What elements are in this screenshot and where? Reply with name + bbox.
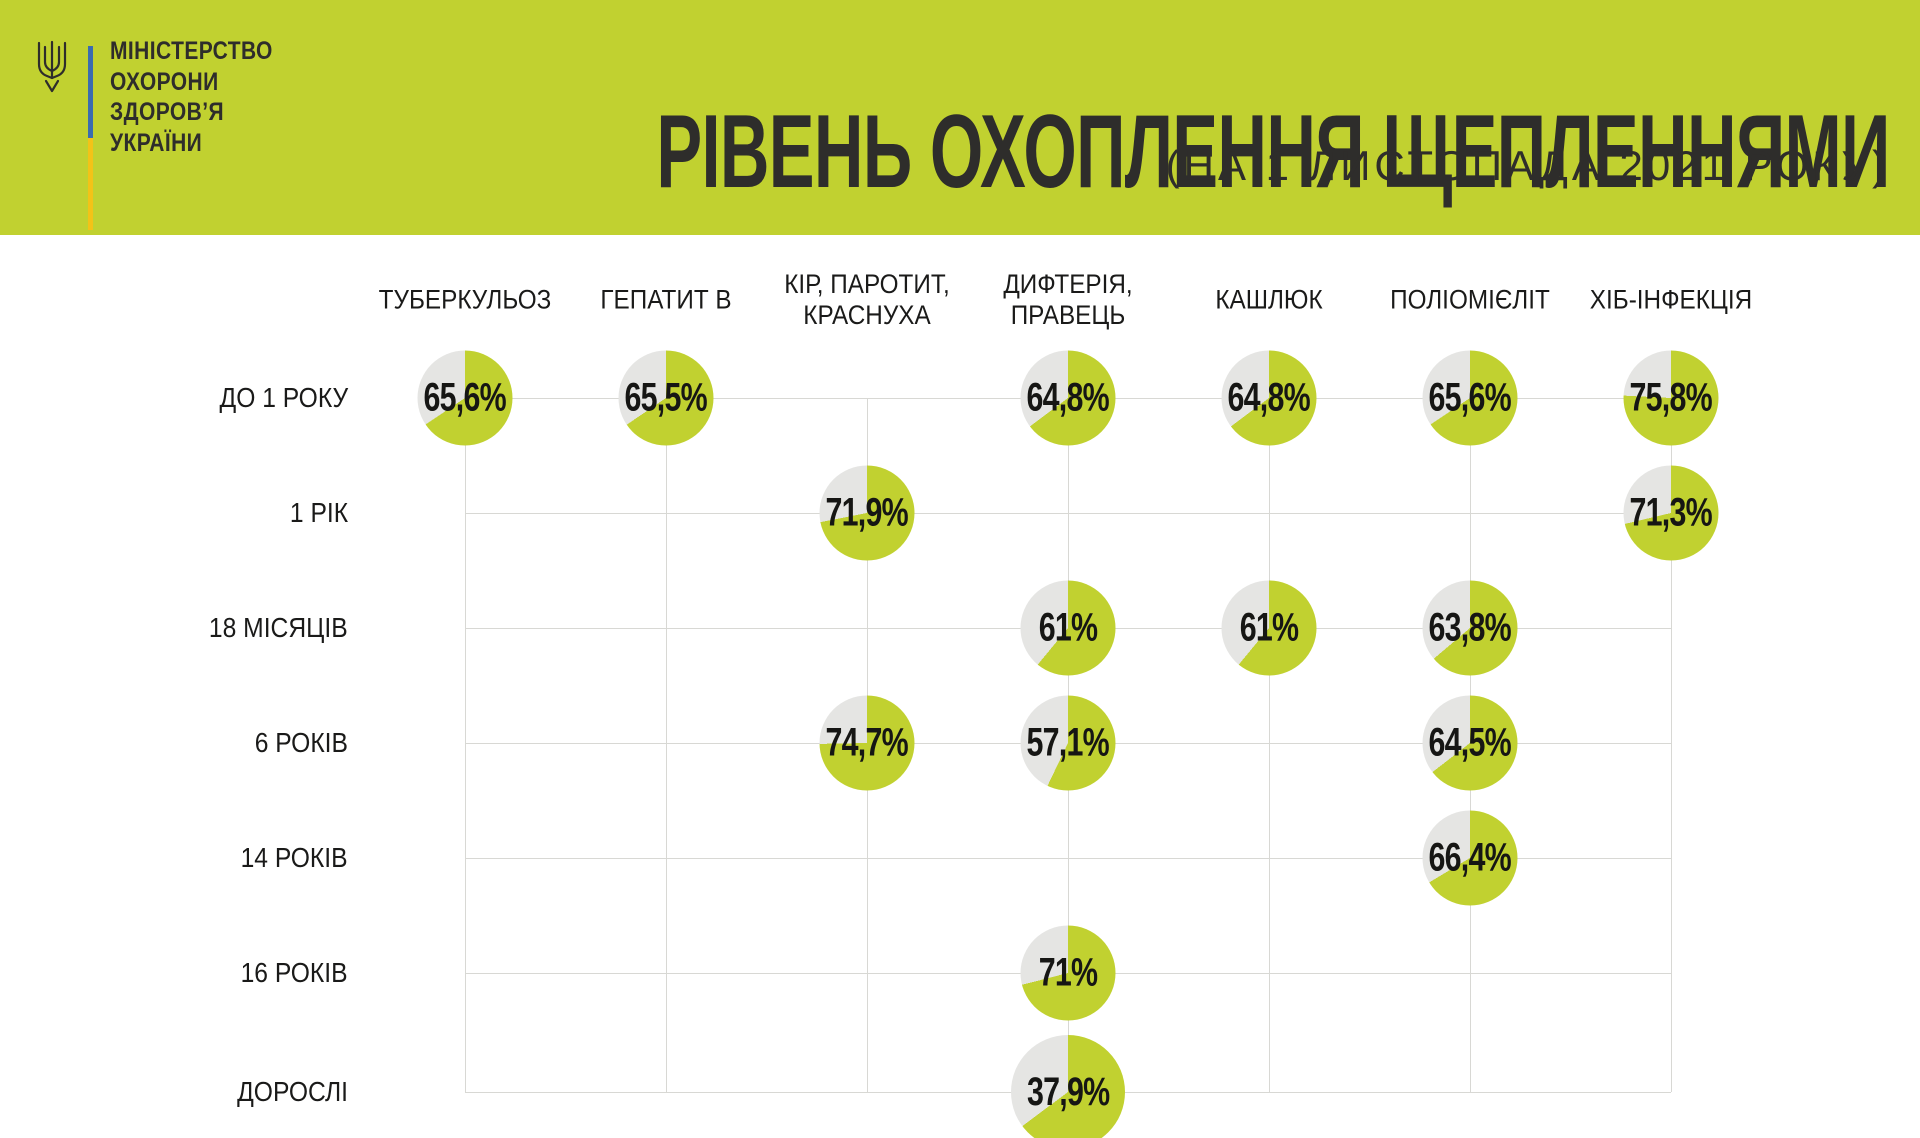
- column-header-4: КАШЛЮК: [1209, 285, 1328, 316]
- row-label-1: 1 РІК: [0, 497, 348, 529]
- pie-2-3: 61%: [1020, 580, 1116, 676]
- pie-value-label: 57,1%: [1026, 720, 1110, 765]
- column-header-text: ПОЛІОМІЄЛІТ: [1390, 285, 1550, 316]
- row-label-4: 14 РОКІВ: [0, 842, 348, 874]
- pie-3-2: 74,7%: [819, 695, 915, 791]
- pie-value-label: 61%: [1239, 605, 1299, 650]
- row-label-0: ДО 1 РОКУ: [0, 382, 348, 414]
- column-header-line: ХІБ-ІНФЕКЦІЯ: [1589, 284, 1753, 315]
- pie-3-5: 64,5%: [1422, 695, 1518, 791]
- pie-1-6: 71,3%: [1623, 465, 1719, 561]
- logo-line-2: ОХОРОНИ: [110, 67, 219, 96]
- row-label-text: 16 РОКІВ: [241, 957, 348, 988]
- column-header-2: КІР, ПАРОТИТ, КРАСНУХА: [775, 269, 959, 331]
- pie-value-label: 75,8%: [1629, 375, 1713, 420]
- column-header-line: ПРАВЕЦЬ: [1010, 300, 1126, 330]
- column-header-line: КІР, ПАРОТИТ,: [784, 269, 950, 299]
- grid-line-vertical-0: [465, 398, 466, 1092]
- column-header-line: ПОЛІОМІЄЛІТ: [1390, 284, 1550, 315]
- row-label-text: ДО 1 РОКУ: [219, 382, 348, 413]
- pie-3-3: 57,1%: [1020, 695, 1116, 791]
- pie-value-label: 65,5%: [624, 375, 708, 420]
- row-label-2: 18 МІСЯЦІВ: [0, 612, 348, 644]
- pie-value-label: 71%: [1038, 950, 1098, 995]
- logo-line-4: УКРАЇНИ: [110, 128, 203, 157]
- pie-1-2: 71,9%: [819, 465, 915, 561]
- grid-line-horizontal-4: [465, 858, 1671, 859]
- pie-6-3: 37,9%: [1011, 1035, 1125, 1138]
- pie-value-label: 71,3%: [1629, 490, 1713, 535]
- pie-value-label: 64,8%: [1227, 375, 1311, 420]
- page-title: РІВЕНЬ ОХОПЛЕННЯ ЩЕПЛЕННЯМИ: [656, 93, 1891, 210]
- column-header-line: ГЕПАТИТ В: [600, 284, 732, 315]
- grid-line-vertical-1: [666, 398, 667, 1092]
- pie-value-label: 37,9%: [1026, 1069, 1110, 1114]
- logo-line-3: ЗДОРОВ’Я: [110, 98, 224, 126]
- pie-0-0: 65,6%: [417, 350, 513, 446]
- ukraine-trident-icon: [37, 40, 67, 93]
- column-header-text: ТУБЕРКУЛЬОЗ: [379, 285, 552, 316]
- row-label-text: 18 МІСЯЦІВ: [209, 612, 348, 643]
- header-banner: МІНІСТЕРСТВО ОХОРОНИ ЗДОРОВ’Я УКРАЇНИ РІ…: [0, 0, 1920, 235]
- pie-value-label: 65,6%: [423, 375, 507, 420]
- row-label-text: 6 РОКІВ: [254, 727, 348, 758]
- flag-bar-blue: [88, 46, 93, 138]
- column-header-5: ПОЛІОМІЄЛІТ: [1381, 285, 1558, 316]
- column-header-6: ХІБ-ІНФЕКЦІЯ: [1581, 285, 1761, 316]
- column-header-line: КРАСНУХА: [803, 300, 931, 330]
- flag-bar-yellow: [88, 138, 93, 230]
- grid-line-vertical-4: [1269, 398, 1270, 1092]
- column-header-line: ДИФТЕРІЯ,: [1003, 269, 1133, 299]
- logo-line-1: МІНІСТЕРСТВО: [110, 37, 273, 65]
- pie-5-3: 71%: [1020, 925, 1116, 1021]
- pie-2-5: 63,8%: [1422, 580, 1518, 676]
- pie-2-4: 61%: [1221, 580, 1317, 676]
- column-header-text: ДИФТЕРІЯ, ПРАВЕЦЬ: [1003, 269, 1132, 331]
- pie-0-3: 64,8%: [1020, 350, 1116, 446]
- pie-0-1: 65,5%: [618, 350, 714, 446]
- pie-value-label: 64,8%: [1026, 375, 1110, 420]
- column-header-line: КАШЛЮК: [1215, 284, 1323, 315]
- page-subtitle: (НА 1 ЛИСТОПАДА 2021 РОКУ): [1165, 142, 1890, 189]
- pie-0-5: 65,6%: [1422, 350, 1518, 446]
- pie-value-label: 65,6%: [1428, 375, 1512, 420]
- pie-0-4: 64,8%: [1221, 350, 1317, 446]
- pie-0-6: 75,8%: [1623, 350, 1719, 446]
- column-header-text: КІР, ПАРОТИТ, КРАСНУХА: [784, 269, 949, 331]
- row-label-5: 16 РОКІВ: [0, 957, 348, 989]
- pie-value-label: 74,7%: [825, 720, 909, 765]
- pie-value-label: 66,4%: [1428, 835, 1512, 880]
- column-header-0: ТУБЕРКУЛЬОЗ: [369, 285, 561, 316]
- row-label-6: ДОРОСЛІ: [0, 1076, 348, 1108]
- row-label-text: 14 РОКІВ: [241, 842, 348, 873]
- ministry-logo-text: МІНІСТЕРСТВО ОХОРОНИ ЗДОРОВ’Я УКРАЇНИ: [110, 36, 273, 158]
- grid-line-vertical-6: [1671, 398, 1672, 1092]
- row-label-3: 6 РОКІВ: [0, 727, 348, 759]
- pie-value-label: 71,9%: [825, 490, 909, 535]
- pie-value-label: 64,5%: [1428, 720, 1512, 765]
- row-label-text: 1 РІК: [289, 497, 348, 528]
- grid-line-horizontal-1: [465, 513, 1671, 514]
- column-header-text: ГЕПАТИТ В: [600, 285, 731, 316]
- column-header-line: ТУБЕРКУЛЬОЗ: [378, 284, 552, 315]
- pie-value-label: 61%: [1038, 605, 1098, 650]
- column-header-text: ХІБ-ІНФЕКЦІЯ: [1590, 285, 1752, 316]
- row-label-text: ДОРОСЛІ: [237, 1076, 348, 1107]
- flag-divider-bar: [88, 46, 93, 230]
- pie-4-5: 66,4%: [1422, 810, 1518, 906]
- column-header-text: КАШЛЮК: [1215, 285, 1322, 316]
- pie-value-label: 63,8%: [1428, 605, 1512, 650]
- column-header-3: ДИФТЕРІЯ, ПРАВЕЦЬ: [996, 269, 1140, 331]
- column-header-1: ГЕПАТИТ В: [593, 285, 739, 316]
